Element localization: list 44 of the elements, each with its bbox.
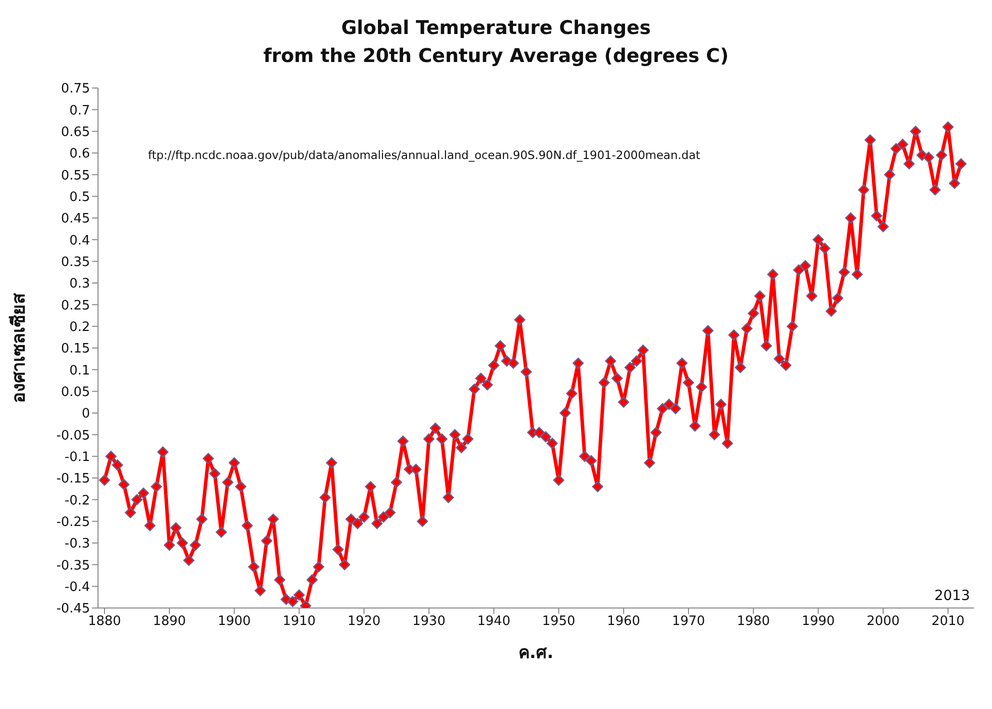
y-tick-label: 0.6 xyxy=(69,146,90,162)
y-tick-label: 0.75 xyxy=(61,82,90,97)
y-tick-label: 0.25 xyxy=(61,298,90,314)
y-tick-label: 0.1 xyxy=(69,363,90,378)
chart-title: Global Temperature Changes from the 20th Century Average (degrees C) xyxy=(262,16,730,69)
y-tick-label: 0.2 xyxy=(69,320,90,335)
x-tick-label: 1910 xyxy=(282,614,316,630)
y-tick-label: 0.55 xyxy=(61,168,90,184)
y-tick-label: -0.1 xyxy=(64,450,90,465)
x-tick-label: 1990 xyxy=(802,614,835,630)
y-axis-title: องศาเซลเซียส xyxy=(8,292,30,403)
x-tick-label: 1970 xyxy=(672,614,706,630)
y-tick-label: 0.65 xyxy=(61,124,90,140)
y-tick-label: -0.2 xyxy=(64,493,90,508)
y-tick-label: -0.05 xyxy=(56,428,90,444)
x-tick-label: 1950 xyxy=(542,614,576,630)
x-tick-label: 1960 xyxy=(607,614,640,630)
y-tick-label: 0 xyxy=(82,406,90,422)
x-axis-title: ค.ศ. xyxy=(518,643,554,663)
x-tick-label: 1890 xyxy=(152,614,186,630)
annotation: 2013 xyxy=(934,588,970,604)
y-tick-label: 0.5 xyxy=(69,190,90,205)
y-tick-label: 0.4 xyxy=(69,233,90,248)
x-tick-label: 1900 xyxy=(218,614,251,630)
annotation: ftp://ftp.ncdc.noaa.gov/pub/data/anomalies/annual.land_ocean.90S.90N.df_1901-2000mean.dat xyxy=(148,148,700,162)
y-tick-label: 0.45 xyxy=(61,212,90,227)
y-tick-label: 0.05 xyxy=(61,384,90,400)
x-tick-label: 1880 xyxy=(88,614,122,630)
y-tick-label: 0.7 xyxy=(69,103,90,118)
y-tick-label: 0.15 xyxy=(61,342,90,357)
y-tick-label: -0.45 xyxy=(56,602,90,617)
y-tick-label: -0.3 xyxy=(64,536,90,552)
y-tick-label: -0.35 xyxy=(56,558,90,574)
x-tick-label: 1920 xyxy=(348,614,381,630)
y-tick-label: -0.25 xyxy=(56,514,90,530)
x-tick-label: 2010 xyxy=(932,614,965,630)
y-tick-label: -0.4 xyxy=(64,580,90,595)
x-tick-label: 1930 xyxy=(412,614,446,630)
x-tick-label: 2000 xyxy=(866,614,900,630)
x-tick-label: 1980 xyxy=(736,614,770,630)
y-tick-label: 0.3 xyxy=(69,276,90,292)
x-tick-label: 1940 xyxy=(477,614,510,630)
y-tick-label: 0.35 xyxy=(61,254,90,270)
y-tick-label: -0.15 xyxy=(56,472,90,487)
